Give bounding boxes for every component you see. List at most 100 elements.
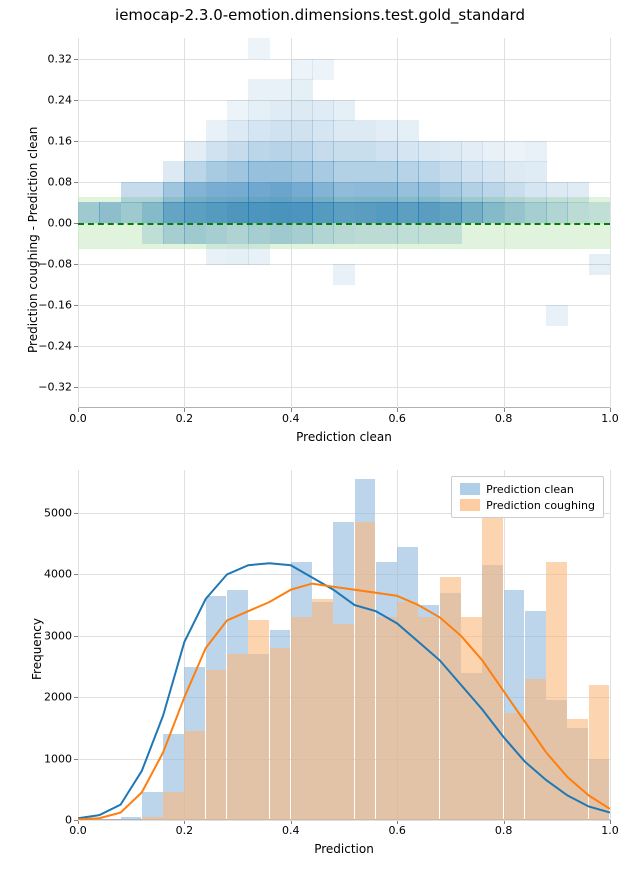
- density-cell: [248, 182, 270, 203]
- density-cell: [291, 182, 313, 203]
- density-cell: [397, 161, 419, 182]
- density-cell: [248, 161, 270, 182]
- density-cell: [248, 38, 270, 59]
- density-cell: [312, 182, 334, 203]
- density-cell: [163, 161, 185, 182]
- density-cell: [270, 223, 292, 244]
- tick-mark: [74, 182, 78, 183]
- ytick-label: −0.08: [38, 258, 72, 271]
- density-cell: [397, 182, 419, 203]
- gridline: [78, 59, 610, 60]
- density-cell: [291, 202, 313, 223]
- density-cell: [312, 161, 334, 182]
- density-cell: [142, 202, 164, 223]
- xtick-label: 0.0: [69, 412, 87, 425]
- density-cell: [227, 120, 249, 141]
- xtick-label: 1.0: [601, 412, 619, 425]
- density-cell: [227, 100, 249, 121]
- figure-title: iemocap-2.3.0-emotion.dimensions.test.go…: [0, 6, 640, 24]
- ytick-label: 0.32: [48, 52, 73, 65]
- density-cell: [546, 305, 568, 326]
- density-cell: [121, 202, 143, 223]
- density-cell: [227, 141, 249, 162]
- gridline: [78, 346, 610, 347]
- xtick-label: 0.4: [282, 824, 300, 837]
- density-cell: [206, 141, 228, 162]
- density-cell: [312, 141, 334, 162]
- bottom-chart-xlabel: Prediction: [78, 842, 610, 856]
- density-cell: [142, 182, 164, 203]
- gridline: [610, 470, 611, 820]
- ytick-label: 0.08: [48, 175, 73, 188]
- density-cell: [355, 223, 377, 244]
- kde-line-clean: [78, 563, 610, 818]
- density-cell: [333, 120, 355, 141]
- density-cell: [397, 202, 419, 223]
- density-cell: [461, 161, 483, 182]
- density-cell: [312, 202, 334, 223]
- density-cell: [184, 141, 206, 162]
- gridline: [78, 305, 610, 306]
- density-cell: [440, 161, 462, 182]
- density-cell: [99, 202, 121, 223]
- density-cell: [206, 223, 228, 244]
- density-cell: [525, 182, 547, 203]
- density-cell: [291, 59, 313, 80]
- top-chart-ylabel: Prediction coughing - Prediction clean: [26, 127, 40, 353]
- density-cell: [312, 120, 334, 141]
- legend-row: Prediction clean: [460, 481, 595, 497]
- density-cell: [504, 202, 526, 223]
- ytick-label: 1000: [44, 752, 72, 765]
- density-cell: [333, 182, 355, 203]
- density-cell: [376, 141, 398, 162]
- legend-row: Prediction coughing: [460, 497, 595, 513]
- density-cell: [270, 120, 292, 141]
- bottom-chart: 0.00.20.40.60.81.0010002000300040005000P…: [78, 470, 610, 820]
- xtick-label: 0.2: [176, 824, 194, 837]
- density-cell: [333, 264, 355, 285]
- density-cell: [248, 223, 270, 244]
- density-cell: [418, 182, 440, 203]
- density-cell: [206, 202, 228, 223]
- density-cell: [184, 182, 206, 203]
- ytick-label: 4000: [44, 568, 72, 581]
- density-cell: [482, 202, 504, 223]
- legend-swatch: [460, 483, 480, 495]
- bottom-chart-ylabel: Frequency: [30, 618, 44, 680]
- density-cell: [355, 120, 377, 141]
- density-cell: [418, 223, 440, 244]
- density-cell: [397, 120, 419, 141]
- density-cell: [504, 161, 526, 182]
- density-cell: [525, 161, 547, 182]
- density-cell: [270, 141, 292, 162]
- density-cell: [589, 254, 611, 275]
- density-cell: [333, 161, 355, 182]
- top-chart-xlabel: Prediction clean: [78, 430, 610, 444]
- kde-line-coughing: [78, 584, 610, 820]
- density-cell: [291, 223, 313, 244]
- density-cell: [248, 244, 270, 265]
- density-cell: [355, 202, 377, 223]
- density-cell: [461, 202, 483, 223]
- density-cell: [227, 182, 249, 203]
- density-cell: [440, 223, 462, 244]
- density-cell: [291, 100, 313, 121]
- xtick-label: 0.8: [495, 824, 513, 837]
- ytick-label: 0.24: [48, 93, 73, 106]
- legend-label: Prediction clean: [486, 483, 574, 496]
- density-cell: [270, 161, 292, 182]
- ytick-label: 0: [65, 814, 72, 827]
- legend-swatch: [460, 499, 480, 511]
- density-cell: [248, 100, 270, 121]
- xtick-label: 0.6: [388, 824, 406, 837]
- density-cell: [184, 202, 206, 223]
- tick-mark: [74, 346, 78, 347]
- density-cell: [355, 182, 377, 203]
- ytick-label: −0.16: [38, 299, 72, 312]
- density-cell: [376, 223, 398, 244]
- density-cell: [504, 141, 526, 162]
- tick-mark: [74, 100, 78, 101]
- density-cell: [121, 182, 143, 203]
- figure: iemocap-2.3.0-emotion.dimensions.test.go…: [0, 0, 640, 880]
- ytick-label: 5000: [44, 506, 72, 519]
